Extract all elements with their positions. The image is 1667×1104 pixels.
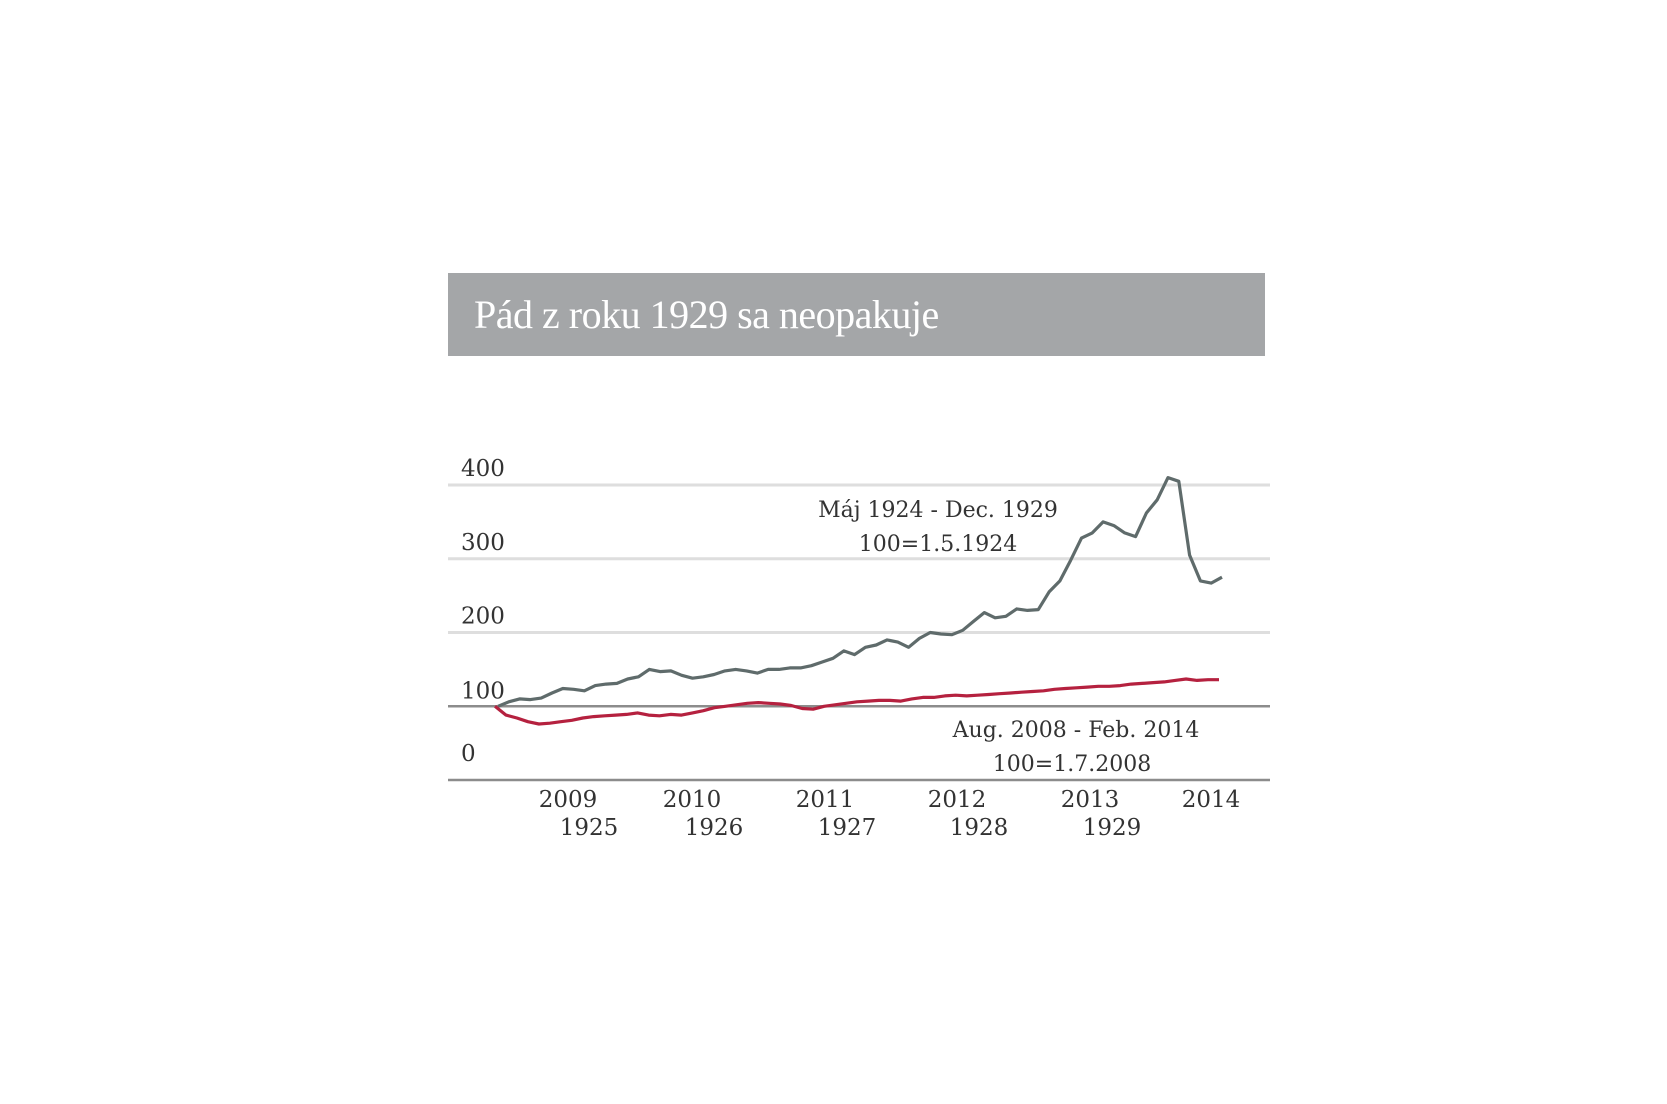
annotations: Máj 1924 - Dec. 1929 100=1.5.1924 Aug. 2… (818, 498, 1199, 777)
chart-title-bar: Pád z roku 1929 sa neopakuje (448, 273, 1265, 356)
y-axis-ticks: 0 100 200 300 400 (461, 456, 505, 767)
series-lines (494, 476, 1223, 726)
x-tick-label-top: 2010 (663, 787, 722, 813)
y-tick-label: 100 (461, 678, 505, 704)
x-tick-label-bottom: 1929 (1083, 815, 1142, 841)
chart-title: Pád z roku 1929 sa neopakuje (474, 292, 939, 337)
x-tick-label-bottom: 1925 (560, 815, 619, 841)
series-2-label: Aug. 2008 - Feb. 2014 (952, 718, 1200, 743)
series-2-base-label: 100=1.7.2008 (993, 752, 1151, 777)
x-axis-ticks: 2009 2010 2011 2012 2013 2014 1925 1926 1927 1928… (539, 787, 1241, 841)
x-tick-label-bottom: 1926 (685, 815, 744, 841)
y-tick-label: 0 (461, 741, 476, 767)
y-tick-label: 400 (461, 456, 505, 482)
series-1-label: Máj 1924 - Dec. 1929 (818, 498, 1058, 523)
series-line-1 (497, 476, 1223, 708)
x-tick-label-bottom: 1928 (950, 815, 1009, 841)
x-tick-label-top: 2013 (1061, 787, 1120, 813)
x-tick-label-top: 2012 (928, 787, 987, 813)
x-tick-label-bottom: 1927 (818, 815, 877, 841)
x-tick-label-top: 2011 (796, 787, 855, 813)
series-1-base-label: 100=1.5.1924 (859, 532, 1017, 557)
x-tick-label-top: 2014 (1182, 787, 1241, 813)
gridlines (448, 483, 1270, 782)
series-line-2 (494, 677, 1219, 726)
y-tick-label: 300 (461, 530, 505, 556)
y-tick-label: 200 (461, 604, 505, 630)
x-tick-label-top: 2009 (539, 787, 598, 813)
